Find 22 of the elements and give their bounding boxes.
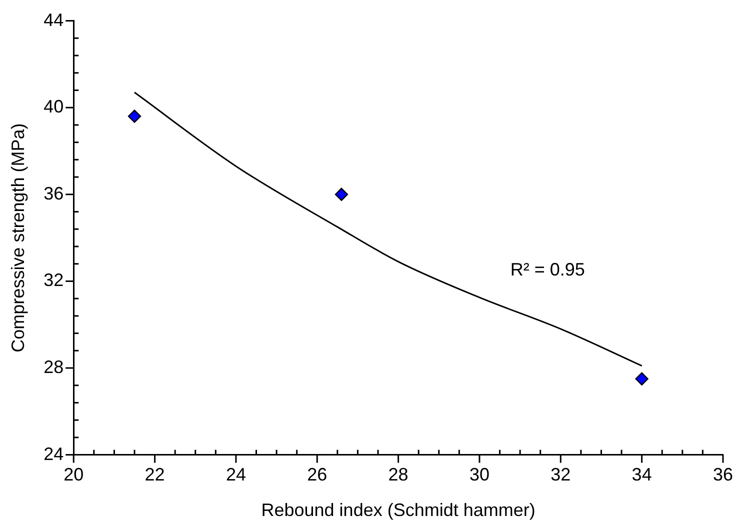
x-tick-label: 20 bbox=[64, 464, 84, 485]
y-tick-label: 44 bbox=[44, 10, 64, 30]
y-tick-label: 28 bbox=[44, 356, 64, 377]
y-tick-label: 36 bbox=[44, 183, 64, 204]
x-tick-label: 32 bbox=[550, 464, 571, 485]
x-tick-label: 36 bbox=[712, 464, 734, 485]
y-tick-label: 32 bbox=[44, 270, 64, 290]
x-tick-label: 26 bbox=[307, 464, 328, 485]
x-tick-label: 30 bbox=[469, 464, 490, 485]
y-tick-label: 24 bbox=[44, 444, 64, 464]
x-tick-label: 24 bbox=[226, 464, 246, 485]
y-axis-title: Compressive strength (MPa) bbox=[8, 123, 28, 352]
annotation: R² = 0.95 bbox=[510, 259, 585, 280]
x-tick-label: 22 bbox=[144, 464, 165, 485]
line-series bbox=[134, 92, 643, 367]
x-axis-title: Rebound index (Schmidt hammer) bbox=[261, 500, 536, 520]
y-tick-label: 40 bbox=[44, 96, 64, 117]
point bbox=[635, 372, 648, 386]
point bbox=[334, 188, 348, 201]
x-tick-label: 28 bbox=[388, 464, 408, 485]
x-tick-label: 34 bbox=[632, 464, 652, 485]
point bbox=[128, 110, 142, 123]
